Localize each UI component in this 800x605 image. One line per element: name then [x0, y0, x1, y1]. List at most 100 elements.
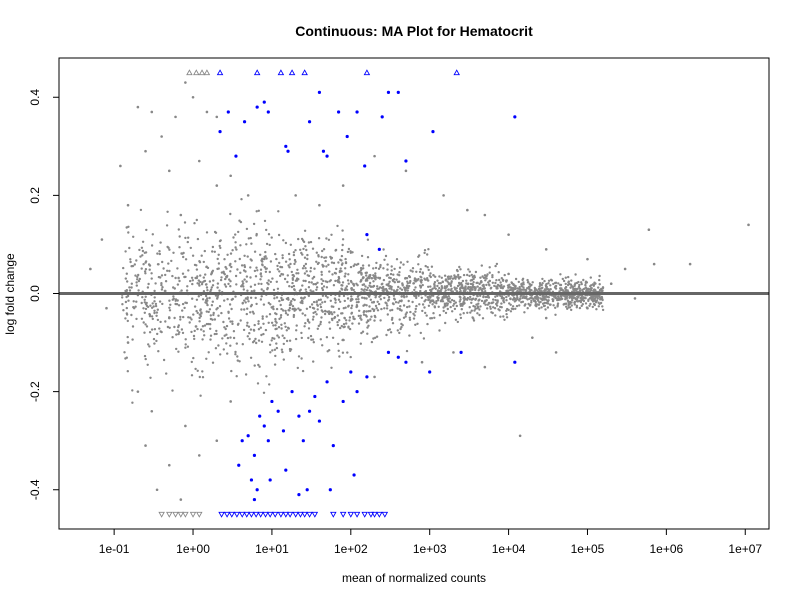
background-point [287, 264, 290, 267]
background-point [183, 306, 186, 310]
background-point [462, 301, 465, 304]
background-point [476, 294, 479, 298]
background-point [217, 314, 220, 317]
background-point [129, 258, 132, 261]
background-point [190, 330, 193, 334]
non-significant-point [179, 498, 183, 501]
background-point [330, 233, 333, 236]
background-point [149, 376, 152, 379]
background-point [356, 295, 360, 298]
background-point [276, 287, 280, 290]
background-point [489, 307, 492, 310]
background-point [398, 299, 402, 303]
background-point [272, 307, 275, 311]
background-point [124, 250, 127, 253]
background-point [332, 284, 336, 287]
clipped-below-marker [233, 511, 241, 518]
background-point [471, 316, 474, 319]
background-point [148, 315, 152, 318]
background-point [245, 280, 248, 283]
background-point [297, 355, 301, 358]
background-point [194, 325, 197, 328]
background-point [433, 316, 436, 319]
background-point [238, 360, 241, 363]
background-point [323, 256, 326, 259]
background-point [474, 297, 478, 300]
background-point [175, 303, 179, 306]
background-point [350, 312, 353, 315]
background-point [181, 302, 185, 306]
background-point [143, 251, 146, 254]
y-tick-label: -0.2 [28, 381, 42, 402]
non-significant-point [609, 282, 613, 285]
background-point [211, 245, 215, 249]
background-point [170, 259, 173, 263]
background-point [249, 236, 252, 240]
background-point [389, 309, 392, 312]
background-point [496, 299, 499, 302]
background-point [496, 287, 499, 290]
background-point [337, 298, 341, 301]
background-point [369, 318, 372, 321]
significant-point [349, 370, 353, 374]
background-point [565, 295, 569, 298]
background-point [589, 287, 593, 290]
background-point [209, 288, 213, 291]
background-point [230, 369, 233, 373]
background-point [328, 327, 332, 330]
background-point [568, 306, 572, 309]
background-point [524, 288, 528, 292]
background-point [352, 282, 355, 286]
background-point [228, 264, 231, 267]
background-point [379, 298, 382, 301]
background-point [192, 356, 195, 360]
background-point [414, 323, 417, 326]
background-point [388, 276, 391, 279]
background-point [554, 296, 557, 300]
background-point [249, 276, 252, 279]
background-point [128, 289, 132, 292]
background-point [154, 282, 157, 285]
background-point [310, 281, 313, 284]
background-point [345, 319, 348, 322]
non-significant-point [531, 336, 534, 339]
background-point [253, 269, 257, 273]
non-significant-point [215, 184, 219, 187]
background-point [468, 288, 471, 291]
background-point [495, 285, 498, 288]
background-point [274, 324, 277, 327]
significant-point [317, 90, 322, 94]
background-point [338, 355, 341, 358]
background-point [132, 306, 135, 309]
background-point [135, 300, 138, 303]
background-point [411, 267, 415, 270]
background-point [303, 325, 306, 328]
background-point [264, 250, 267, 254]
background-point [313, 267, 316, 270]
background-point [514, 277, 518, 281]
background-point [526, 287, 529, 290]
background-point [357, 322, 361, 325]
background-point [226, 253, 229, 256]
background-point [193, 337, 196, 341]
non-significant-point [688, 262, 692, 266]
background-point [505, 280, 508, 283]
clipped-below-marker [266, 511, 274, 518]
background-point [457, 273, 460, 277]
background-point [341, 338, 344, 342]
background-point [392, 294, 396, 297]
significant-point [331, 443, 335, 448]
background-point [311, 306, 315, 310]
clipped-above-marker [453, 69, 460, 76]
background-point [166, 245, 169, 249]
background-point [454, 301, 457, 304]
background-point [566, 283, 570, 287]
background-point [261, 317, 264, 320]
background-point [333, 316, 336, 320]
y-tick-label: 0.2 [28, 187, 42, 204]
background-point [436, 289, 440, 293]
background-point [134, 305, 137, 308]
background-point [130, 313, 133, 317]
background-point [525, 295, 528, 298]
background-point [482, 302, 486, 305]
